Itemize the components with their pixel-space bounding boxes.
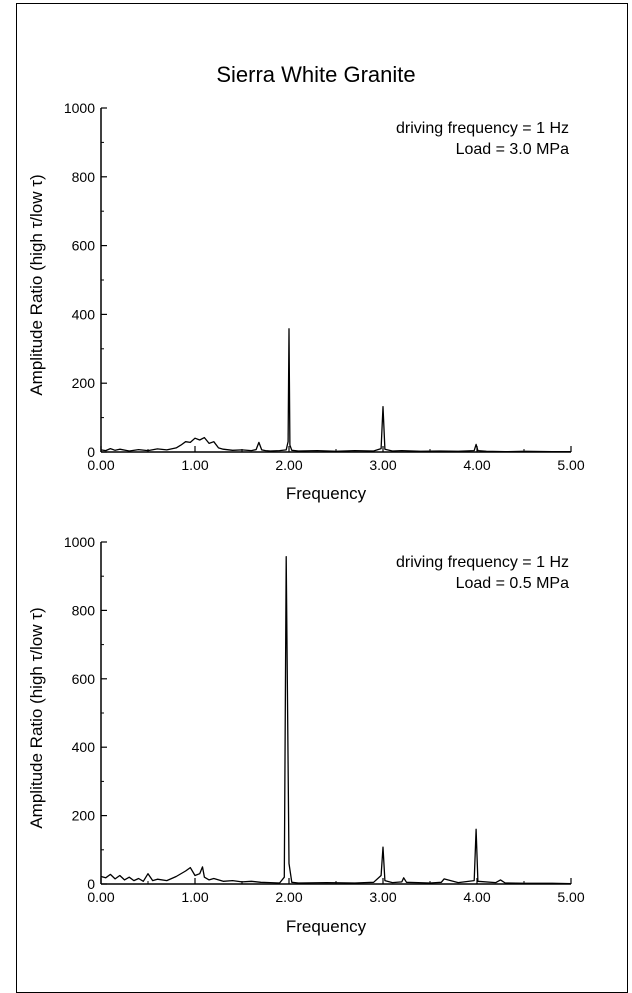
chart1-x-tick-label: 5.00	[557, 457, 584, 473]
chart1-x-tick-label: 3.00	[369, 457, 396, 473]
chart1-x-axis-label: Frequency	[286, 484, 367, 503]
figure-title: Sierra White Granite	[216, 62, 416, 87]
chart1-y-tick-label: 600	[72, 238, 96, 254]
chart1-y-tick-label: 400	[72, 306, 96, 322]
chart2-x-tick-label: 5.00	[557, 889, 584, 905]
chart2-series-line	[100, 556, 572, 885]
chart2-y-tick-label: 1000	[64, 534, 95, 550]
chart2-y-tick-label: 200	[72, 808, 96, 824]
chart2-y-tick-label: 600	[72, 671, 96, 687]
chart2-x-axis-label: Frequency	[286, 917, 367, 936]
chart1-x-tick-label: 2.00	[275, 457, 302, 473]
chart1-series-line	[100, 328, 571, 453]
chart1-x-tick-label: 4.00	[463, 457, 490, 473]
chart2-annotation: driving frequency = 1 Hz	[396, 554, 569, 571]
chart2-x-tick-label: 2.00	[275, 889, 302, 905]
chart2-x-tick-label: 4.00	[463, 889, 490, 905]
chart1-y-tick-label: 800	[72, 169, 96, 185]
chart2-y-tick-label: 800	[72, 602, 96, 618]
chart1-y-axis-label: Amplitude Ratio (high τ/low τ)	[27, 174, 46, 395]
chart1-y-tick-label: 0	[87, 444, 95, 460]
chart2-x-tick-label: 1.00	[181, 889, 208, 905]
chart2-x-tick-label: 3.00	[369, 889, 396, 905]
chart2-y-tick-label: 400	[72, 739, 96, 755]
chart2-y-tick-label: 0	[87, 876, 95, 892]
chart2-x-tick-label: 0.00	[87, 889, 114, 905]
chart1-x-tick-label: 1.00	[181, 457, 208, 473]
chart1-annotation: Load = 3.0 MPa	[456, 141, 570, 158]
chart2-y-axis-label: Amplitude Ratio (high τ/low τ)	[27, 607, 46, 828]
chart2-annotation: Load = 0.5 MPa	[456, 575, 570, 592]
chart1-y-tick-label: 200	[72, 375, 96, 391]
chart1-y-tick-label: 1000	[64, 100, 95, 116]
chart1-annotation: driving frequency = 1 Hz	[396, 120, 569, 137]
chart1-x-tick-label: 0.00	[87, 457, 114, 473]
